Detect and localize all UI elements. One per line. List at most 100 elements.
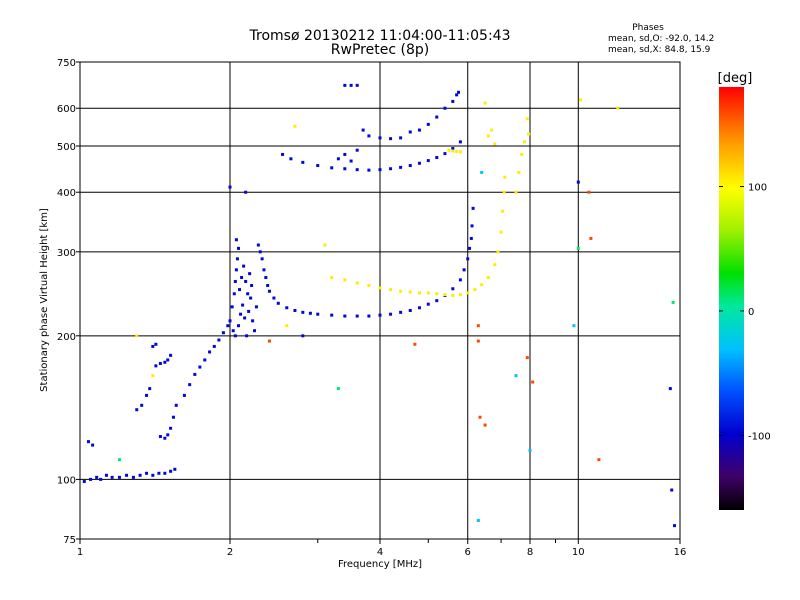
data-point (451, 99, 455, 103)
data-point (330, 276, 334, 280)
data-point (426, 122, 430, 126)
data-point (343, 83, 347, 87)
data-point (408, 164, 412, 168)
data-point (251, 319, 255, 323)
data-point (293, 308, 297, 312)
data-point (343, 167, 347, 171)
data-point (285, 324, 289, 328)
data-point (343, 278, 347, 282)
data-point (254, 305, 258, 309)
data-point (266, 283, 270, 287)
data-point (301, 334, 305, 338)
x-tick-label: 10 (572, 547, 585, 558)
data-point (468, 246, 472, 250)
data-point (525, 117, 529, 121)
data-point (256, 243, 260, 247)
data-point (166, 358, 170, 362)
data-point (198, 365, 202, 369)
data-point (671, 300, 675, 304)
phases-stats-header: Phases (632, 23, 664, 33)
data-point (443, 152, 447, 156)
data-point (244, 190, 248, 194)
chart-title: Tromsø 20130212 11:04:00-11:05:43 (249, 28, 511, 44)
data-point (408, 290, 412, 294)
data-point (576, 180, 580, 184)
data-point (417, 161, 421, 165)
data-point (158, 361, 162, 365)
data-point (230, 305, 234, 309)
data-point (228, 185, 232, 189)
data-point (91, 443, 95, 447)
data-point (212, 344, 216, 348)
data-point (367, 283, 371, 287)
data-point (389, 288, 393, 292)
data-point (389, 137, 393, 141)
data-point (104, 473, 108, 477)
data-point (208, 350, 212, 354)
data-point (451, 293, 455, 297)
data-point (285, 306, 289, 310)
data-point (673, 524, 677, 528)
data-point (520, 152, 524, 156)
data-point (343, 152, 347, 156)
data-point (417, 291, 421, 295)
data-point (435, 299, 439, 303)
y-axis-label: Stationary phase Virtual Height [km] (39, 208, 50, 392)
data-point (417, 306, 421, 310)
data-point (349, 159, 353, 163)
data-point (466, 257, 470, 261)
data-point (174, 403, 178, 407)
data-point (483, 101, 487, 105)
data-point (217, 338, 221, 342)
data-point (413, 342, 417, 346)
phases-stats-o: mean, sd,O: -92.0, 14.2 (608, 34, 714, 44)
data-point (250, 283, 254, 287)
data-point (236, 246, 240, 250)
data-point (145, 393, 149, 397)
data-point (417, 128, 421, 132)
data-point (572, 324, 576, 328)
axis-ticks: 1 2 4 6 8 10 16 75 100 200 300 400 500 600 750 (57, 58, 686, 558)
data-point (163, 360, 167, 364)
x-tick-label: 2 (227, 547, 233, 558)
data-point (253, 329, 257, 333)
data-point (241, 303, 245, 307)
data-point (493, 263, 497, 267)
data-point (281, 152, 285, 156)
data-point (462, 268, 466, 272)
data-point (476, 339, 480, 343)
data-point (260, 257, 264, 261)
data-point (378, 313, 382, 317)
data-point (243, 316, 247, 320)
x-tick-label: 1 (77, 547, 83, 558)
data-point (480, 283, 484, 287)
data-point (248, 272, 252, 276)
data-point (455, 93, 459, 97)
y-tick-label: 300 (57, 248, 76, 259)
data-point (471, 206, 475, 210)
data-point (336, 387, 340, 391)
data-point (264, 276, 268, 280)
data-point (166, 433, 170, 437)
data-point (531, 380, 535, 384)
data-point (158, 435, 162, 439)
colorbar-tick-label: 0 (748, 307, 754, 318)
data-point (589, 236, 593, 240)
data-point (240, 276, 244, 280)
data-point (473, 288, 477, 292)
data-point (138, 473, 142, 477)
data-point (140, 403, 144, 407)
data-point (276, 301, 280, 305)
y-tick-label: 200 (57, 332, 76, 343)
x-tick-label: 16 (674, 547, 687, 558)
data-point (258, 250, 262, 254)
data-point (157, 471, 161, 475)
colorbar-tick-label: 100 (748, 183, 767, 194)
data-point (316, 164, 320, 168)
data-point (499, 230, 503, 234)
data-point (389, 312, 393, 316)
data-point (163, 471, 167, 475)
data-point (267, 339, 271, 343)
